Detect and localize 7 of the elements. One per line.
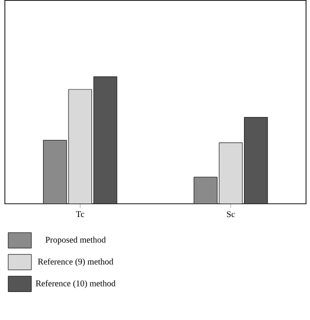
x-tick-label: Sc: [227, 211, 235, 218]
bar: [93, 76, 118, 204]
legend-label: Proposed method: [46, 236, 106, 244]
bar: [244, 117, 268, 204]
legend-label: Reference (10) method: [36, 280, 116, 288]
x-tick-label: Tc: [76, 211, 84, 218]
legend-label: Reference (9) method: [38, 258, 114, 266]
